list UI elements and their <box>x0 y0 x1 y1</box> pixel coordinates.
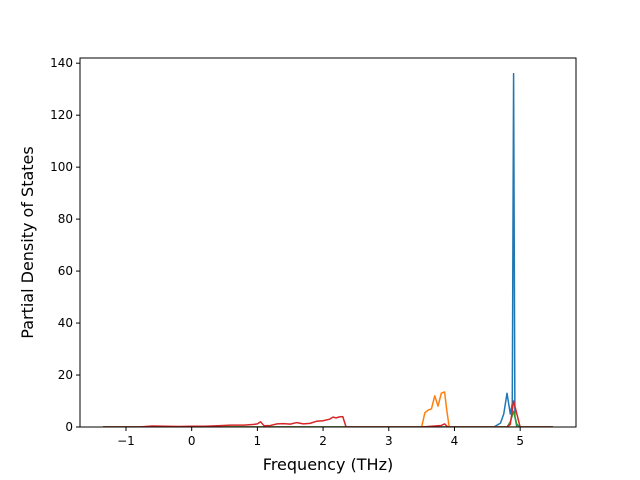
y-tick-label: 100 <box>50 160 73 174</box>
x-tick-label: 3 <box>385 434 393 448</box>
series-line-3 <box>102 410 554 427</box>
y-axis-label: Partial Density of States <box>18 146 37 338</box>
y-tick-label: 20 <box>58 368 73 382</box>
series-line-4 <box>102 400 554 427</box>
x-tick-label: 5 <box>516 434 524 448</box>
x-tick-label: 4 <box>451 434 459 448</box>
y-tick-label: 40 <box>58 316 73 330</box>
y-tick-label: 120 <box>50 108 73 122</box>
y-tick-label: 140 <box>50 56 73 70</box>
x-tick-label: 1 <box>254 434 262 448</box>
x-tick-label: 2 <box>319 434 327 448</box>
series-line-2 <box>102 391 554 427</box>
y-tick-label: 80 <box>58 212 73 226</box>
series-layer <box>102 72 554 427</box>
y-axis-ticks: 0 20 40 60 80 100 120 140 <box>50 56 80 434</box>
y-tick-label: 0 <box>65 420 73 434</box>
x-axis-label: Frequency (THz) <box>263 455 393 474</box>
y-tick-label: 60 <box>58 264 73 278</box>
x-tick-label: −1 <box>117 434 135 448</box>
axes-frame <box>79 57 577 428</box>
series-line-1 <box>102 72 554 427</box>
x-axis-ticks: −1 0 1 2 3 4 5 <box>117 427 524 448</box>
x-tick-label: 0 <box>188 434 196 448</box>
